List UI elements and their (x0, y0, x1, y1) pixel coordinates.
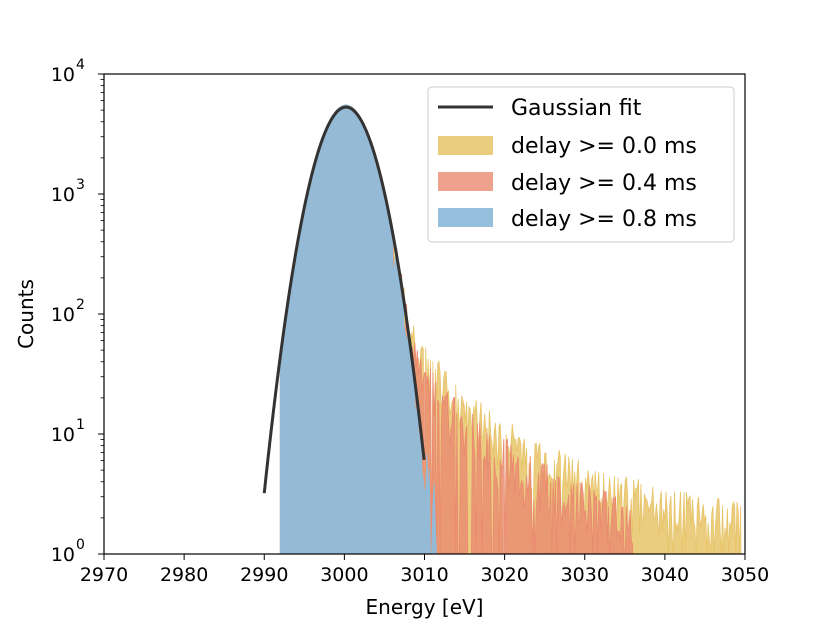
x-axis-label: Energy [eV] (366, 595, 484, 619)
x-tick-label: 3050 (721, 564, 769, 586)
x-axis: 2970 2980 2990 3000 3010 3020 3030 3040 3050 (80, 554, 769, 586)
x-tick-label: 2980 (160, 564, 208, 586)
y-tick-label: 10 (51, 304, 75, 326)
y-axis-label: Counts (14, 279, 38, 349)
x-tick-label: 3040 (641, 564, 689, 586)
y-tick-label: 10 (51, 544, 75, 566)
legend-frame (427, 86, 735, 243)
legend-label-delay-0-0: delay >= 0.0 ms (511, 134, 697, 159)
x-tick-label: 2990 (240, 564, 288, 586)
y-tick-exponent: 3 (76, 177, 85, 193)
legend-label-gaussian-fit: Gaussian fit (511, 96, 642, 121)
x-tick-label: 3030 (561, 564, 609, 586)
legend-swatch-delay-0-4 (438, 172, 493, 191)
x-tick-label: 3010 (400, 564, 448, 586)
y-tick-exponent: 0 (76, 537, 85, 553)
y-tick-label: 10 (51, 424, 75, 446)
y-tick-exponent: 4 (76, 57, 85, 73)
legend: Gaussian fit delay >= 0.0 ms delay >= 0.… (427, 86, 735, 243)
legend-label-delay-0-4: delay >= 0.4 ms (511, 171, 697, 196)
y-tick-exponent: 1 (76, 417, 85, 433)
x-tick-label: 3020 (480, 564, 528, 586)
legend-swatch-delay-0-8 (438, 208, 493, 227)
y-tick-exponent: 2 (76, 297, 85, 313)
x-tick-label: 2970 (80, 564, 128, 586)
plot-area (262, 104, 742, 555)
y-tick-label: 10 (51, 64, 75, 86)
x-tick-label: 3000 (320, 564, 368, 586)
y-tick-label: 10 (51, 184, 75, 206)
gaussian-fit-line (262, 105, 426, 494)
legend-label-delay-0-8: delay >= 0.8 ms (511, 207, 697, 232)
legend-swatch-delay-0-0 (438, 136, 493, 155)
